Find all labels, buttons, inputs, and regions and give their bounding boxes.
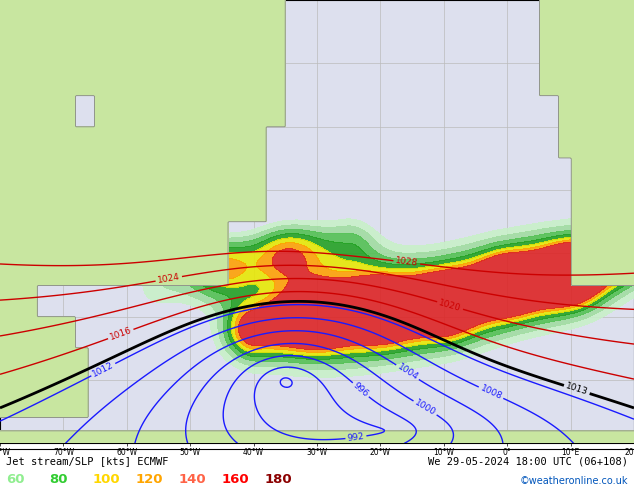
Text: 1004: 1004 bbox=[396, 362, 420, 382]
Text: 120: 120 bbox=[136, 473, 163, 486]
Text: 100: 100 bbox=[93, 473, 120, 486]
Text: ©weatheronline.co.uk: ©weatheronline.co.uk bbox=[519, 476, 628, 486]
Text: 1012: 1012 bbox=[91, 361, 115, 379]
Text: 1016: 1016 bbox=[108, 326, 133, 342]
Text: 160: 160 bbox=[222, 473, 250, 486]
Text: 992: 992 bbox=[347, 432, 365, 443]
Text: 1000: 1000 bbox=[413, 398, 437, 417]
Text: 1028: 1028 bbox=[395, 256, 418, 268]
Text: Jet stream/SLP [kts] ECMWF: Jet stream/SLP [kts] ECMWF bbox=[6, 457, 169, 466]
Text: We 29-05-2024 18:00 UTC (06+108): We 29-05-2024 18:00 UTC (06+108) bbox=[428, 457, 628, 466]
Text: 180: 180 bbox=[265, 473, 293, 486]
Text: 140: 140 bbox=[179, 473, 207, 486]
Text: 1008: 1008 bbox=[479, 384, 503, 402]
Text: 1024: 1024 bbox=[157, 272, 181, 285]
Text: 996: 996 bbox=[351, 381, 370, 399]
Text: 60: 60 bbox=[6, 473, 25, 486]
Text: 1020: 1020 bbox=[438, 298, 462, 313]
Text: 1013: 1013 bbox=[564, 382, 589, 397]
Text: 80: 80 bbox=[49, 473, 68, 486]
